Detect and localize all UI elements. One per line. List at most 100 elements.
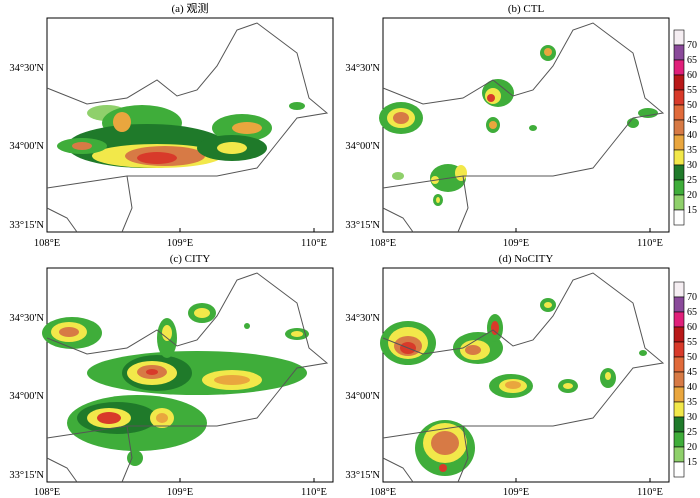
precip-blob bbox=[87, 351, 307, 395]
y-tick-label: 34°30'N bbox=[9, 63, 44, 74]
boundary-line bbox=[382, 207, 414, 233]
colorbar-top: 70 65 60 55 50 45 40 35 30 25 20 15 bbox=[673, 29, 697, 226]
precip-blob bbox=[455, 165, 467, 181]
precip-blob bbox=[489, 121, 497, 129]
colorbar-swatch bbox=[673, 446, 685, 463]
colorbar-label: 25 bbox=[687, 175, 697, 186]
panel-title-c: (c) CITY bbox=[170, 253, 211, 265]
colorbar-swatch bbox=[673, 296, 685, 313]
precip-blob bbox=[214, 375, 250, 385]
precip-blob bbox=[113, 112, 131, 132]
colorbar-swatch bbox=[673, 104, 685, 121]
precip-blob bbox=[544, 48, 552, 56]
boundary-line bbox=[46, 22, 329, 189]
x-tick-label: 109°E bbox=[503, 238, 529, 249]
colorbar-label: 70 bbox=[687, 292, 697, 303]
colorbar-label: 45 bbox=[687, 115, 697, 126]
panel-a bbox=[46, 17, 334, 233]
colorbar-label: 35 bbox=[687, 145, 697, 156]
colorbar-swatch bbox=[673, 461, 685, 478]
x-tick-label: 108°E bbox=[370, 238, 396, 249]
colorbar-swatch bbox=[673, 119, 685, 136]
y-tick-label: 34°00'N bbox=[345, 141, 380, 152]
x-tick-label: 110°E bbox=[301, 487, 327, 498]
y-tick-label: 34°30'N bbox=[345, 313, 380, 324]
colorbar-label: 20 bbox=[687, 442, 697, 453]
colorbar-swatch bbox=[673, 134, 685, 151]
colorbar-swatch bbox=[673, 29, 685, 46]
precip-blob bbox=[436, 197, 440, 203]
precip-blob bbox=[289, 102, 305, 110]
colorbar-swatch bbox=[673, 371, 685, 388]
precip-blobs bbox=[380, 298, 647, 476]
colorbar-swatch bbox=[673, 74, 685, 91]
colorbar-label: 65 bbox=[687, 55, 697, 66]
colorbar-swatch bbox=[673, 194, 685, 211]
precip-blob bbox=[627, 118, 639, 128]
colorbar-bottom: 70 65 60 55 50 45 40 35 30 25 20 15 bbox=[673, 281, 697, 478]
colorbar-swatch bbox=[673, 149, 685, 166]
precip-blob bbox=[291, 331, 303, 337]
colorbar-label: 30 bbox=[687, 412, 697, 423]
precip-blob bbox=[146, 369, 158, 375]
precip-blob bbox=[491, 321, 499, 335]
precip-blob bbox=[605, 372, 611, 380]
precip-blob bbox=[156, 413, 168, 423]
colorbar-label: 60 bbox=[687, 70, 697, 81]
precip-blobs bbox=[57, 102, 305, 168]
colorbar-label: 20 bbox=[687, 190, 697, 201]
y-tick-label: 34°30'N bbox=[345, 63, 380, 74]
colorbar-label: 50 bbox=[687, 352, 697, 363]
y-tick-label: 34°30'N bbox=[9, 313, 44, 324]
y-tick-label: 34°00'N bbox=[345, 391, 380, 402]
colorbar-label: 40 bbox=[687, 382, 697, 393]
x-tick-label: 108°E bbox=[34, 487, 60, 498]
precip-blob bbox=[244, 323, 250, 329]
boundary-line bbox=[46, 457, 78, 483]
x-tick-label: 110°E bbox=[301, 238, 327, 249]
precip-blob bbox=[59, 327, 79, 337]
precip-blob bbox=[638, 108, 658, 118]
precip-blob bbox=[639, 350, 647, 356]
boundary-line bbox=[382, 457, 414, 483]
x-tick-label: 109°E bbox=[167, 487, 193, 498]
boundary-line bbox=[382, 272, 665, 439]
y-tick-label: 33°15'N bbox=[9, 470, 44, 481]
precip-blob bbox=[217, 142, 247, 154]
panel-frame bbox=[382, 17, 670, 233]
boundary-line bbox=[46, 272, 329, 439]
colorbar-swatch bbox=[673, 89, 685, 106]
precip-blob bbox=[162, 325, 172, 341]
colorbar-label: 15 bbox=[687, 205, 697, 216]
precip-blobs bbox=[379, 45, 658, 206]
boundary-line bbox=[46, 207, 78, 233]
colorbar-swatch bbox=[673, 386, 685, 403]
precip-blob bbox=[563, 383, 573, 389]
panel-c bbox=[42, 267, 334, 483]
colorbar-swatch bbox=[673, 326, 685, 343]
precip-blob bbox=[439, 464, 447, 472]
precip-blob bbox=[392, 172, 404, 180]
colorbar-swatch bbox=[673, 311, 685, 328]
colorbar-label: 55 bbox=[687, 85, 697, 96]
colorbar-swatch bbox=[673, 164, 685, 181]
precip-blob bbox=[393, 112, 409, 124]
colorbar-swatch bbox=[673, 209, 685, 226]
boundary-line bbox=[121, 175, 133, 233]
colorbar-swatch bbox=[673, 59, 685, 76]
precip-blob bbox=[505, 381, 521, 389]
x-tick-label: 110°E bbox=[637, 238, 663, 249]
colorbar-label: 30 bbox=[687, 160, 697, 171]
colorbar-label: 45 bbox=[687, 367, 697, 378]
boundary-line bbox=[121, 425, 133, 483]
tick-marks bbox=[46, 228, 651, 482]
colorbar-swatch bbox=[673, 341, 685, 358]
precip-blob bbox=[487, 94, 495, 102]
y-tick-label: 34°00'N bbox=[9, 141, 44, 152]
x-tick-label: 108°E bbox=[370, 487, 396, 498]
precip-blob bbox=[72, 142, 92, 150]
panel-title-b: (b) CTL bbox=[508, 3, 545, 15]
colorbar-swatch bbox=[673, 281, 685, 298]
precip-blob bbox=[529, 125, 537, 131]
